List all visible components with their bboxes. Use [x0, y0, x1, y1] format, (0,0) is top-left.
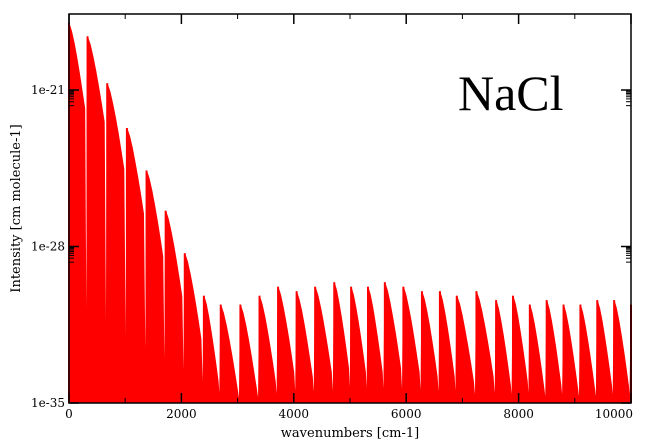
- y-axis-label: Intensity [cm molecule-1]: [9, 124, 24, 292]
- x-tick-label-5: 10000: [595, 407, 633, 421]
- x-tick-label-4: 8000: [503, 407, 534, 421]
- y-tick-label-2: 1e-21: [31, 83, 65, 97]
- molecule-annotation: NaCl: [458, 65, 564, 121]
- x-axis-ticks: 0 2000 4000 6000 8000 10000: [65, 14, 633, 421]
- x-tick-label-0: 0: [65, 407, 73, 421]
- y-axis-ticks: 1e-35 1e-28 1e-21: [31, 83, 631, 410]
- y-tick-label-1: 1e-28: [31, 240, 65, 254]
- x-tick-label-2: 4000: [279, 407, 310, 421]
- y-tick-label-0: 1e-35: [31, 396, 65, 410]
- x-tick-label-1: 2000: [166, 407, 197, 421]
- x-tick-label-3: 6000: [391, 407, 422, 421]
- x-axis-label: wavenumbers [cm-1]: [281, 426, 419, 441]
